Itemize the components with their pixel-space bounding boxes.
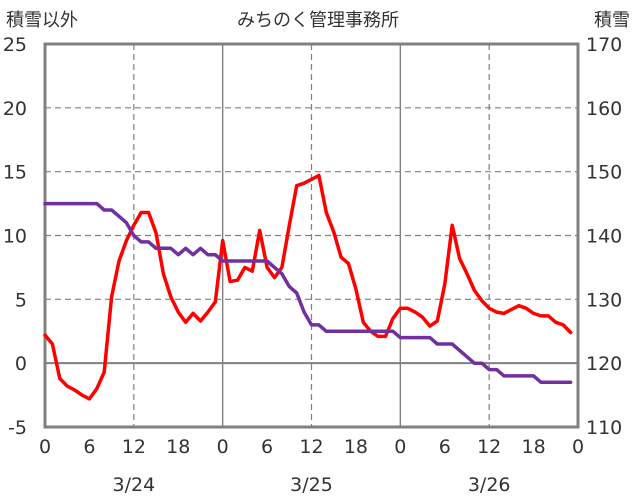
x-tick-label: 0 [394, 436, 406, 458]
x-tick-label: 0 [39, 436, 51, 458]
left-tick-label: 25 [3, 34, 27, 56]
x-axis-ticks: 0 6 12 18 0 6 12 18 0 6 12 18 0 [39, 436, 584, 458]
right-tick-label: 160 [586, 98, 622, 120]
x-tick-label: 6 [83, 436, 95, 458]
right-tick-label: 170 [586, 34, 622, 56]
x-tick-label: 12 [477, 436, 501, 458]
x-tick-label: 0 [572, 436, 584, 458]
left-tick-label: 20 [3, 98, 27, 120]
right-axis-ticks: 110 120 130 140 150 160 170 [586, 34, 622, 439]
x-tick-label: 18 [344, 436, 368, 458]
left-axis-label: 積雪以外 [6, 10, 78, 31]
date-label: 3/24 [112, 474, 155, 496]
plot-frame [43, 42, 580, 429]
x-tick-label: 12 [122, 436, 146, 458]
date-label: 3/25 [290, 474, 333, 496]
date-label: 3/26 [468, 474, 511, 496]
x-tick-label: 0 [217, 436, 229, 458]
left-tick-label: 5 [15, 289, 27, 311]
left-axis-ticks: -5 0 5 10 15 20 25 [3, 34, 27, 439]
right-tick-label: 130 [586, 289, 622, 311]
date-labels: 3/24 3/25 3/26 [112, 474, 510, 496]
x-tick-label: 6 [439, 436, 451, 458]
left-tick-label: 15 [3, 162, 27, 184]
grid-lines [45, 44, 578, 427]
left-tick-label: 0 [15, 353, 27, 375]
right-axis-label: 積雪 [594, 10, 630, 31]
left-tick-label: -5 [8, 417, 27, 439]
chart-title: みちのく管理事務所 [237, 10, 399, 31]
right-tick-label: 120 [586, 353, 622, 375]
right-tick-label: 150 [586, 162, 622, 184]
plot-border [43, 42, 580, 429]
right-tick-label: 110 [586, 417, 622, 439]
series-line-snow [43, 201, 573, 385]
series-group [43, 173, 573, 401]
x-tick-label: 18 [521, 436, 545, 458]
right-tick-label: 140 [586, 226, 622, 248]
x-tick-label: 12 [299, 436, 323, 458]
left-tick-label: 10 [3, 226, 27, 248]
x-tick-label: 6 [261, 436, 273, 458]
x-tick-label: 18 [166, 436, 190, 458]
series-line-non_snow [43, 173, 573, 401]
